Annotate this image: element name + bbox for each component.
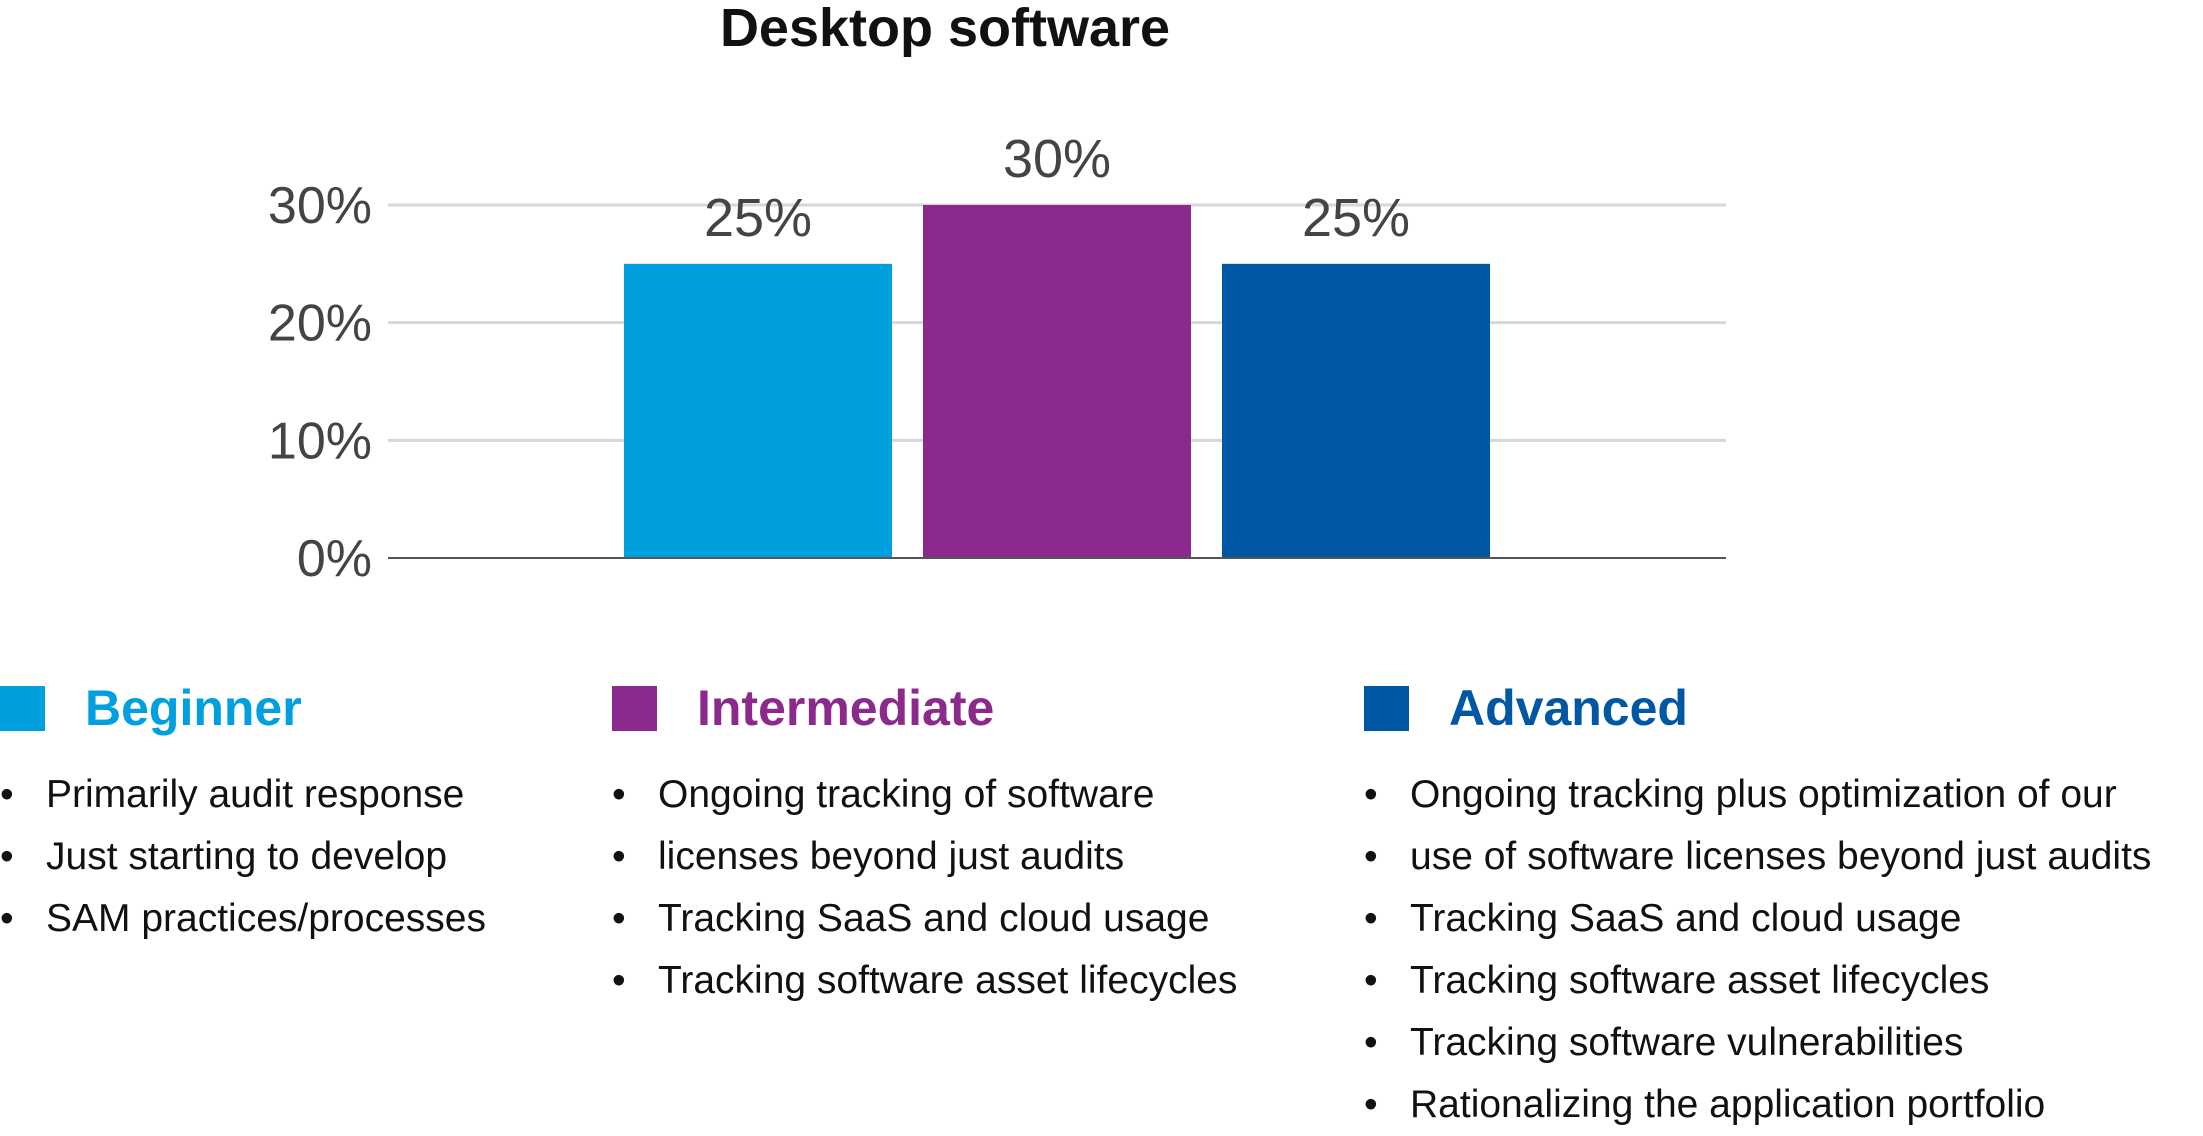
y-tick-label: 20%: [268, 295, 372, 353]
legend-label-intermediate: Intermediate: [697, 680, 995, 736]
legend-bullet-item: use of software licenses beyond just aud…: [1364, 826, 2151, 888]
legend-bullet-item: Tracking software vulnerabilities: [1364, 1012, 2151, 1074]
legend-swatch-advanced: [1364, 685, 1409, 731]
bar-beginner: [624, 263, 892, 558]
y-tick-label: 30%: [268, 177, 372, 235]
data-label-beginner: 25%: [704, 188, 812, 248]
data-labels: 25% 30% 25%: [704, 129, 1410, 248]
bars: [624, 205, 1490, 558]
legend-advanced: Advanced Ongoing tracking plus optimizat…: [1364, 668, 2151, 1136]
legend-bullet-item: Tracking software asset lifecycles: [1364, 950, 2151, 1012]
y-tick-label: 10%: [268, 412, 372, 470]
bar-advanced: [1222, 263, 1490, 558]
legend-label-beginner: Beginner: [85, 680, 302, 736]
legend-bullet-item: Ongoing tracking of software: [612, 764, 1237, 826]
legend-intermediate: Intermediate Ongoing tracking of softwar…: [612, 668, 1237, 1012]
legend-swatch-intermediate: [612, 685, 657, 731]
legend-bullet-item: Rationalizing the application portfolio: [1364, 1074, 2151, 1136]
legend-bullet-item: Tracking SaaS and cloud usage: [612, 888, 1237, 950]
data-label-intermediate: 30%: [1003, 129, 1111, 189]
y-tick-label: 0%: [297, 530, 372, 588]
legend-label-advanced: Advanced: [1449, 680, 1688, 736]
legend-beginner: Beginner Primarily audit responseJust st…: [0, 668, 486, 950]
chart-title: Desktop software: [720, 0, 1170, 58]
legend-bullet-item: Primarily audit response: [0, 764, 486, 826]
legend-list-beginner: Primarily audit responseJust starting to…: [0, 764, 486, 950]
legend-bullet-item: SAM practices/processes: [0, 888, 486, 950]
legend-bullet-item: licenses beyond just audits: [612, 826, 1237, 888]
legend-list-advanced: Ongoing tracking plus optimization of ou…: [1364, 764, 2151, 1136]
legend-bullet-item: Tracking SaaS and cloud usage: [1364, 888, 2151, 950]
y-axis: 0% 10% 20% 30%: [268, 177, 372, 588]
legend-swatch-beginner: [0, 685, 45, 731]
data-label-advanced: 25%: [1302, 188, 1410, 248]
legend-bullet-item: Tracking software asset lifecycles: [612, 950, 1237, 1012]
bar-intermediate: [923, 205, 1191, 558]
bar-chart: Desktop software 0% 10% 20% 30% 25% 30% 25%: [268, 0, 1726, 588]
legend-bullet-item: Ongoing tracking plus optimization of ou…: [1364, 764, 2151, 826]
legend-bullet-item: Just starting to develop: [0, 826, 486, 888]
